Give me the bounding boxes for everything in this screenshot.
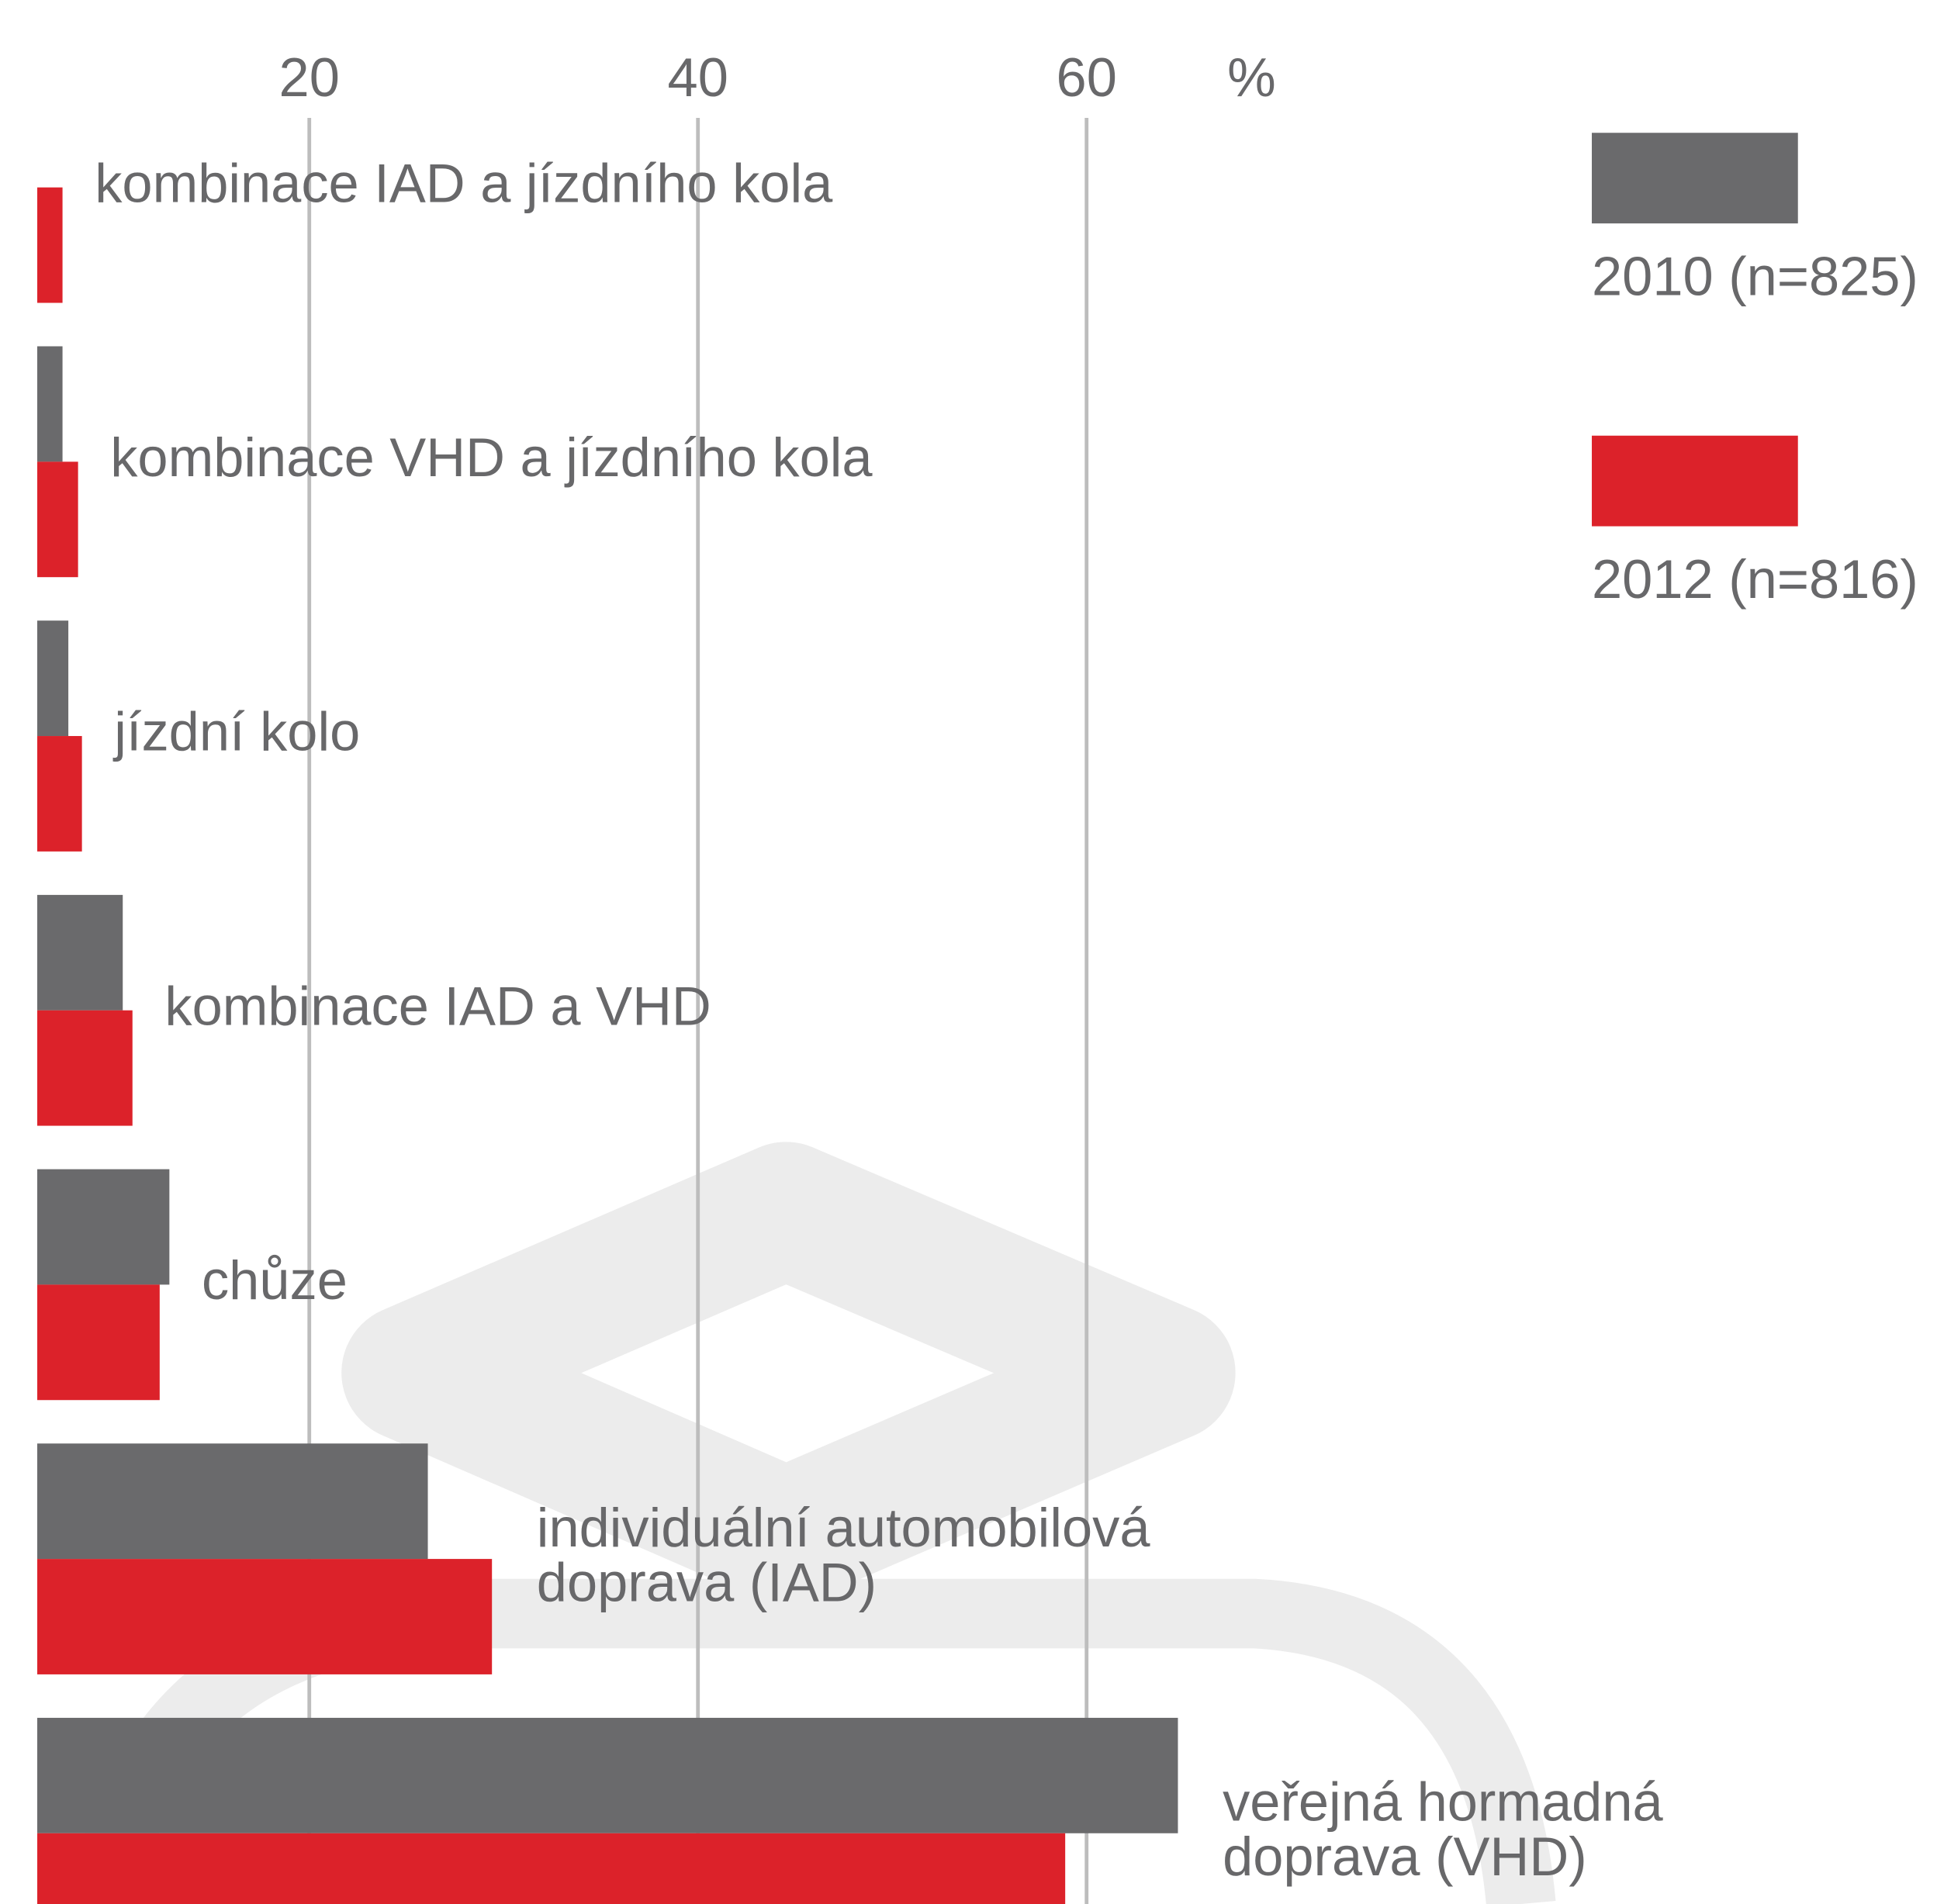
- bar: [37, 894, 123, 1011]
- category-label: kombinace IAD a jízdního kola: [95, 152, 833, 213]
- legend-swatch: [1592, 435, 1798, 527]
- bar: [37, 1833, 1066, 1904]
- bar: [37, 736, 82, 852]
- bar: [37, 461, 78, 578]
- category-label: veřejná hormadná doprava (VHD): [1223, 1771, 1663, 1886]
- bar: [37, 1717, 1178, 1833]
- category-label: jízdní kolo: [112, 701, 360, 762]
- bar: [37, 1010, 133, 1126]
- x-tick-label: 40: [668, 47, 728, 108]
- category-label: individuální automobilová doprava (IAD): [537, 1496, 1151, 1612]
- category-label: chůze: [202, 1249, 348, 1311]
- bar: [37, 346, 63, 462]
- axis-unit: %: [1227, 47, 1276, 108]
- category-label: kombinace VHD a jízdního kola: [110, 427, 873, 488]
- legend-swatch: [1592, 133, 1798, 224]
- bar: [37, 1559, 493, 1674]
- bar: [37, 1169, 170, 1285]
- legend-label: 2012 (n=816): [1592, 548, 1918, 610]
- watermark-diamond: [341, 1142, 1236, 1605]
- x-tick-label: 60: [1057, 47, 1117, 108]
- x-tick-label: 20: [279, 47, 340, 108]
- category-label: kombinace IAD a VHD: [164, 975, 711, 1036]
- bar: [37, 1284, 160, 1401]
- bar: [37, 1443, 428, 1560]
- bar: [37, 187, 63, 303]
- legend-label: 2010 (n=825): [1592, 245, 1918, 306]
- bar: [37, 620, 69, 737]
